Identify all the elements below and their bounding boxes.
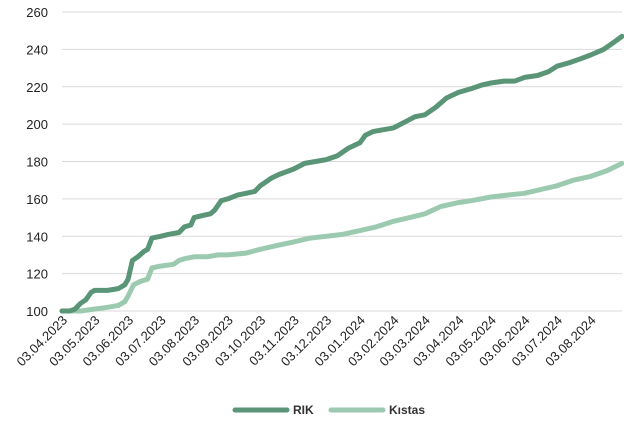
y-tick-label: 160 [26,192,48,207]
series-line [59,33,624,314]
y-tick-label: 120 [26,267,48,282]
y-axis-ticks: 100 120 140 160 180 200 220 240 260 [26,5,48,319]
y-tick-label: 200 [26,117,48,132]
legend: RIK Kıstas [232,403,425,417]
gridlines [62,11,622,312]
y-tick-label: 180 [26,155,48,170]
y-tick-label: 240 [26,42,48,57]
y-tick-label: 220 [26,80,48,95]
y-tick-label: 260 [26,5,48,20]
series-line [59,160,624,314]
y-tick-label: 100 [26,304,48,319]
legend-label: RIK [293,403,314,417]
x-axis-ticks: 03.04.202303.05.202303.06.202303.07.2023… [13,313,598,370]
series-lines [59,33,624,314]
y-tick-label: 140 [26,229,48,244]
legend-label: Kıstas [389,403,425,417]
